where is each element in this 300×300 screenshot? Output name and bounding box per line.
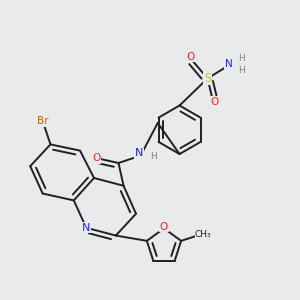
Text: N: N <box>225 59 232 69</box>
Text: H: H <box>238 66 244 75</box>
Text: H: H <box>150 152 157 161</box>
Text: O: O <box>160 222 168 232</box>
Text: Br: Br <box>37 116 49 126</box>
Text: S: S <box>204 72 211 85</box>
Text: O: O <box>186 52 195 62</box>
Text: N: N <box>82 223 90 233</box>
Text: N: N <box>135 148 143 158</box>
Text: H: H <box>238 54 244 63</box>
Text: O: O <box>211 97 219 107</box>
Text: O: O <box>92 153 101 163</box>
Text: CH₃: CH₃ <box>195 230 211 239</box>
